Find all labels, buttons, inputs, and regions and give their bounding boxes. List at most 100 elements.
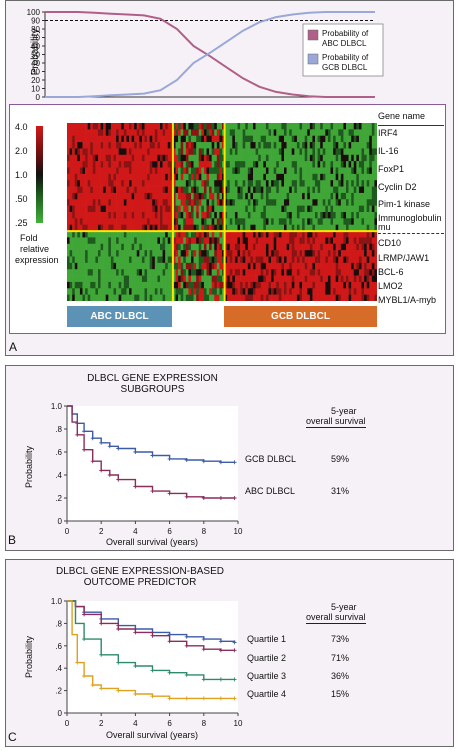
heatmap-cell	[222, 269, 225, 276]
heatmap-cell	[240, 237, 243, 245]
heatmap-cell	[302, 199, 305, 206]
heatmap-cell	[175, 237, 179, 245]
heatmap-cell	[131, 256, 135, 264]
heatmap-cell	[265, 154, 269, 162]
heatmap-cell	[346, 123, 349, 130]
heatmap-cell	[374, 161, 377, 168]
plot-c-censor-mark	[232, 648, 237, 653]
heatmap-cell	[211, 129, 215, 137]
heatmap-cell	[374, 231, 377, 238]
heatmap-cell	[206, 262, 210, 270]
heatmap-cell	[346, 142, 349, 149]
heatmap-cell	[356, 154, 360, 162]
heatmap-cell	[170, 154, 174, 162]
gene-header-rule	[378, 125, 444, 126]
plot-c-censor-mark	[184, 696, 189, 701]
heatmap-cell	[162, 199, 166, 206]
heatmap-cell	[286, 173, 290, 181]
heatmap-cell	[361, 218, 365, 226]
heatmap-cell	[116, 180, 119, 187]
heatmap-cell	[237, 269, 241, 276]
heatmap-cell	[302, 288, 305, 295]
heatmap-cell	[242, 262, 246, 270]
heatmap-cell	[154, 192, 158, 200]
heatmap-cell	[79, 192, 83, 200]
heatmap-cell	[353, 250, 357, 257]
heatmap-cell	[276, 161, 280, 168]
heatmap-cell	[144, 262, 148, 270]
heatmap-cell	[242, 288, 246, 295]
heatmap-cell	[224, 173, 228, 181]
heatmap-cell	[253, 180, 256, 187]
heatmap-cell	[307, 224, 311, 232]
heatmap-cell	[113, 218, 117, 226]
heatmap-cell	[211, 154, 215, 162]
heatmap-cell	[103, 275, 107, 283]
heatmap-cell	[302, 212, 305, 219]
heatmap-cell	[170, 250, 174, 257]
heatmap-cell	[203, 224, 207, 232]
heatmap-cell	[333, 180, 336, 187]
heatmap-cell	[229, 212, 233, 219]
heatmap-cell	[100, 294, 104, 301]
panel-c-row-q4-label: Quartile 4	[247, 689, 287, 699]
heatmap-cell	[82, 161, 86, 168]
heatmap-cell	[139, 173, 143, 181]
heatmap-cell	[144, 281, 148, 289]
heatmap-cell	[335, 288, 339, 295]
heatmap-cell	[216, 148, 220, 156]
heatmap-cell	[229, 199, 233, 206]
heatmap-cell	[260, 142, 264, 149]
heatmap-cell	[110, 224, 114, 232]
heatmap-cell	[203, 281, 207, 289]
heatmap-cell	[167, 231, 171, 238]
heatmap-cell	[178, 231, 181, 238]
heatmap-cell	[284, 199, 287, 206]
heatmap-cell	[121, 123, 125, 130]
heatmap-cell	[183, 269, 187, 276]
heatmap-cell	[276, 129, 280, 137]
heatmap-cell	[224, 250, 228, 257]
heatmap-cell	[253, 275, 256, 283]
heatmap-cell	[371, 154, 375, 162]
heatmap-cell	[227, 262, 231, 270]
heatmap-cell	[69, 161, 73, 168]
heatmap-cell	[374, 288, 377, 295]
heatmap-cell	[90, 167, 94, 175]
heatmap-cell	[131, 250, 135, 257]
y-tick-label: .8	[55, 425, 62, 434]
heatmap-cell	[247, 123, 251, 130]
heatmap-cell	[260, 237, 264, 245]
heatmap-cell	[206, 218, 210, 226]
heatmap-cell	[346, 281, 349, 289]
heatmap-cell	[98, 205, 101, 213]
heatmap-cell	[227, 148, 231, 156]
heatmap-cell	[95, 269, 99, 276]
heatmap-cell	[77, 186, 81, 194]
heatmap-cell	[338, 281, 342, 289]
heatmap-cell	[152, 231, 156, 238]
heatmap-cell	[364, 129, 367, 137]
heatmap-cell	[353, 294, 357, 301]
heatmap-cell	[327, 275, 331, 283]
heatmap-cell	[193, 294, 197, 301]
heatmap-cell	[278, 269, 282, 276]
heatmap-cell	[304, 148, 308, 156]
heatmap-cell	[296, 123, 300, 130]
heatmap-cell	[77, 269, 81, 276]
heatmap-cell	[178, 294, 181, 301]
heatmap-cell	[322, 167, 326, 175]
heatmap-cell	[281, 256, 285, 264]
heatmap-cell	[129, 142, 132, 149]
heatmap-cell	[141, 142, 145, 149]
heatmap-cell	[271, 294, 274, 301]
heatmap-cell	[330, 135, 334, 143]
heatmap-cell	[201, 123, 205, 130]
heatmap-cell	[193, 142, 197, 149]
heatmap-cell	[299, 218, 303, 226]
heatmap-cell	[147, 275, 150, 283]
heatmap-cell	[234, 129, 238, 137]
heatmap-cell	[136, 281, 140, 289]
heatmap-cell	[346, 148, 349, 156]
heatmap-cell	[281, 180, 285, 187]
